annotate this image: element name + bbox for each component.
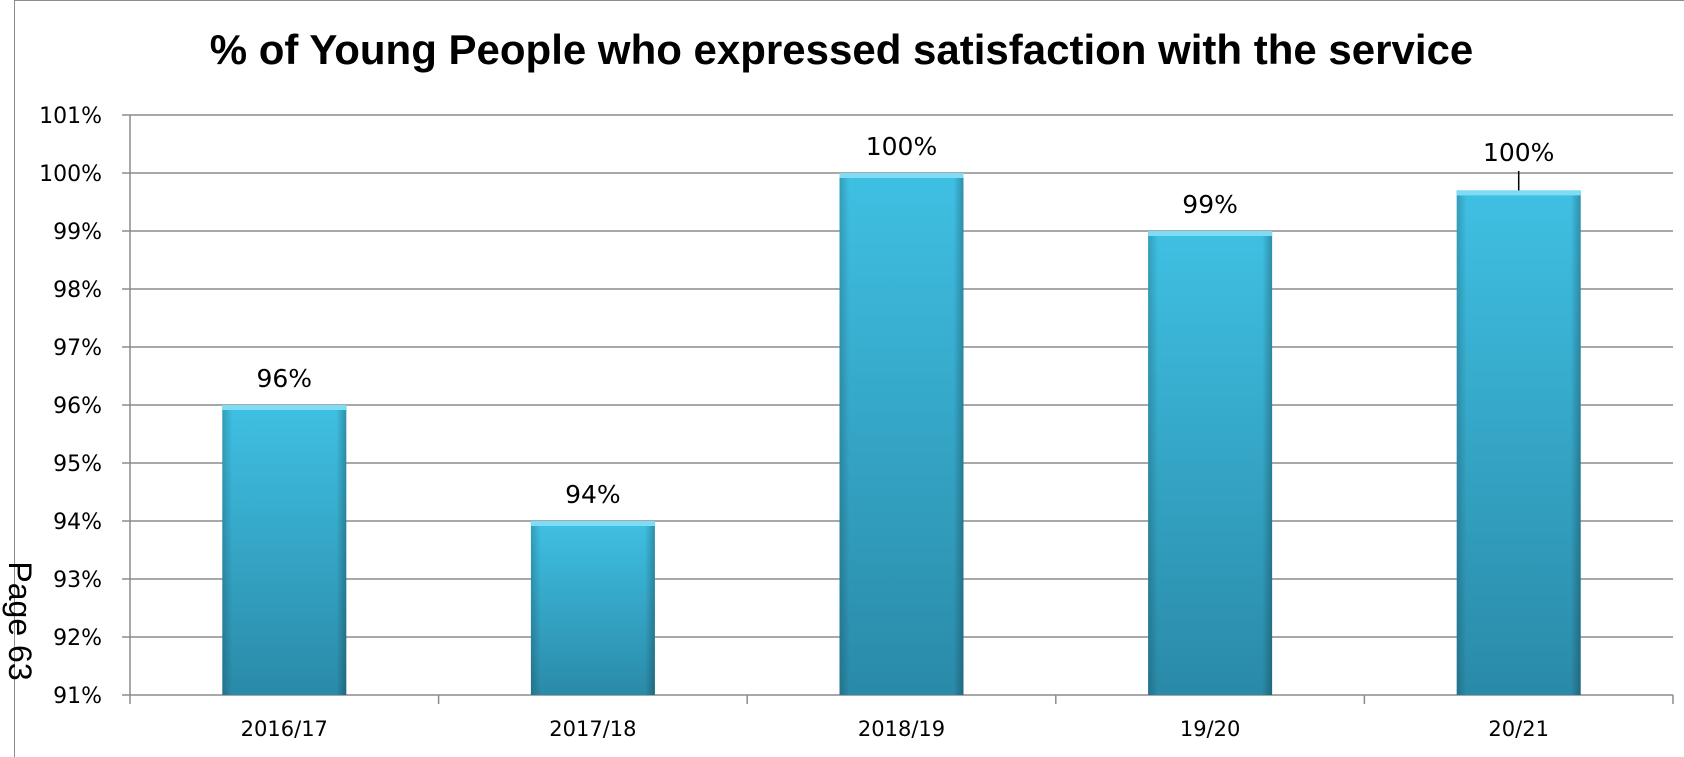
bar-top-highlight	[222, 405, 347, 410]
chart-title: % of Young People who expressed satisfac…	[209, 26, 1474, 73]
x-axis-category-labels: 2016/17 2017/18 2018/19 19/20 20/21	[241, 717, 1549, 741]
page-number-stamp: Page 63	[2, 561, 38, 681]
data-label: 94%	[565, 480, 621, 509]
y-tick-label: 91%	[53, 684, 102, 709]
y-tick-label: 94%	[53, 510, 102, 535]
bar-top-highlight	[1456, 190, 1581, 196]
bar-shading	[1456, 190, 1581, 695]
y-tick-label: 100%	[39, 162, 102, 187]
bar-shading	[839, 173, 964, 695]
x-category-label: 2016/17	[241, 717, 328, 741]
bar-top-highlight	[530, 521, 655, 526]
x-category-label: 20/21	[1488, 717, 1549, 741]
y-tick-label: 96%	[53, 394, 102, 419]
bar-top-highlight	[1148, 231, 1273, 236]
data-labels: 96% 94% 100% 99% 100%	[257, 132, 1555, 509]
bar-2018-19	[839, 173, 964, 695]
y-tick-label: 97%	[53, 336, 102, 361]
y-axis-tick-labels: 91% 92% 93% 94% 95% 96% 97% 98% 99% 100% 101%	[39, 104, 102, 709]
bar-shading	[222, 405, 347, 695]
bars	[222, 173, 1581, 695]
data-label: 100%	[866, 132, 937, 161]
x-category-label: 19/20	[1180, 717, 1241, 741]
y-tick-label: 93%	[53, 568, 102, 593]
y-tick-label: 99%	[53, 220, 102, 245]
bar-2017-18	[530, 521, 655, 695]
y-tick-label: 98%	[53, 278, 102, 303]
bar-shading	[530, 521, 655, 695]
bar-top-highlight	[839, 173, 964, 178]
bar-19-20	[1148, 231, 1273, 695]
data-label: 99%	[1182, 190, 1238, 219]
y-tick-label: 92%	[53, 626, 102, 651]
bar-2016-17	[222, 405, 347, 695]
bar-shading	[1148, 231, 1273, 695]
x-category-label: 2018/19	[858, 717, 945, 741]
y-tick-label: 95%	[53, 452, 102, 477]
bar-20-21	[1456, 190, 1581, 695]
data-label: 100%	[1483, 138, 1554, 167]
x-category-label: 2017/18	[549, 717, 636, 741]
y-tick-label: 101%	[39, 104, 102, 129]
data-label: 96%	[257, 364, 313, 393]
